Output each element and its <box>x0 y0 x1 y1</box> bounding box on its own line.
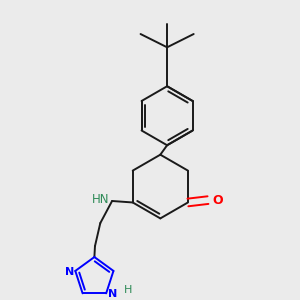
Text: N: N <box>65 267 75 278</box>
Text: N: N <box>108 289 117 299</box>
Text: HN: HN <box>92 193 110 206</box>
Text: H: H <box>124 285 132 296</box>
Text: O: O <box>212 194 223 207</box>
